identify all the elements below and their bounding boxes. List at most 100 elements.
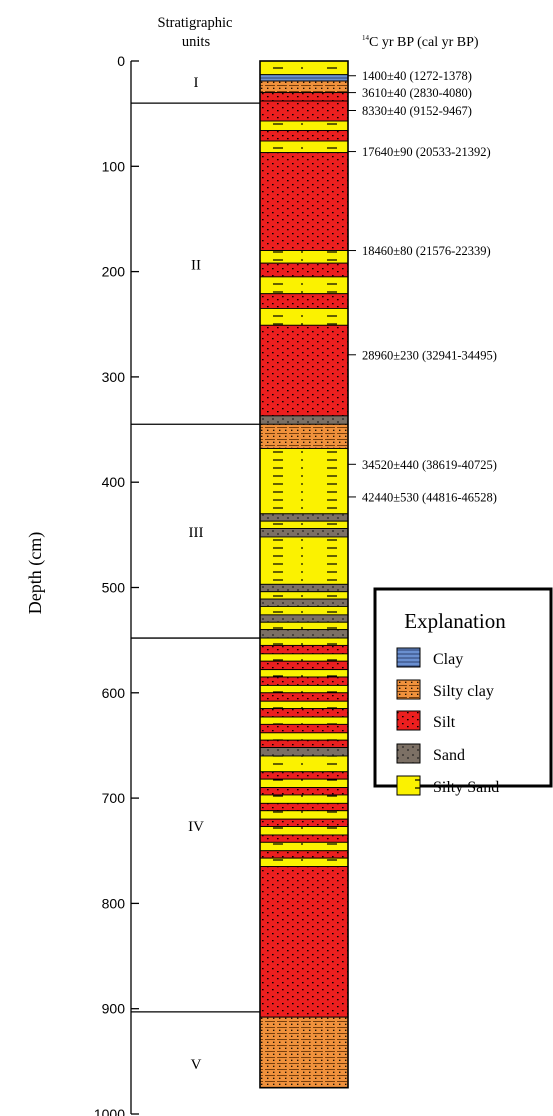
layer-silty-sand [259, 606, 349, 616]
layer-sand [259, 747, 349, 757]
layer-silty-sand [259, 250, 349, 264]
date-label: 8330±40 (9152-9467) [362, 104, 472, 118]
column-outline [259, 60, 349, 1089]
unit-label: IV [188, 819, 204, 835]
date-label: 3610±40 (2830-4080) [362, 86, 472, 100]
legend-item-label: Sand [433, 747, 465, 764]
layer-silt [259, 834, 349, 843]
date-label: 18460±80 (21576-22339) [362, 244, 491, 258]
depth-tick-label: 400 [102, 474, 126, 490]
layer-silt [259, 850, 349, 859]
depth-tick-label: 900 [102, 1001, 126, 1017]
layer-silt [259, 130, 349, 142]
layer-silty-clay [259, 1016, 349, 1089]
layer-silt [259, 692, 349, 702]
layer-silty-sand [259, 716, 349, 725]
layer-silty-sand [259, 140, 349, 154]
legend-swatch-silty-clay [396, 679, 421, 700]
layer-silt [259, 262, 349, 278]
legend-swatch-clay [396, 647, 421, 668]
layer-silty-sand [259, 448, 349, 515]
layer-silty-clay [259, 423, 349, 449]
date-label: 28960±230 (32941-34495) [362, 348, 497, 362]
layer-sand [259, 415, 349, 425]
units-title-line2: units [182, 34, 211, 50]
legend-swatch-sand [396, 743, 421, 764]
layer-silty-sand [259, 120, 349, 131]
layer-silty-sand [259, 826, 349, 836]
unit-label: II [191, 258, 201, 274]
depth-tick-label: 700 [102, 790, 126, 806]
legend-item-label: Clay [433, 651, 463, 668]
layer-silt [259, 739, 349, 749]
layer-sand [259, 583, 349, 593]
depth-tick-label: 200 [102, 264, 126, 280]
layer-silt [259, 676, 349, 686]
date-label: 42440±530 (44816-46528) [362, 490, 497, 504]
layer-silt [259, 644, 349, 655]
layer-clay [259, 74, 349, 82]
legend: Explanation Clay Silty clay Silt Sand Silty S… [373, 587, 553, 796]
depth-axis: 0 100 200 300 400 500 600 700 800 900 1000 [94, 53, 139, 1116]
layer-silty-sand [259, 732, 349, 741]
layer-silty-sand [259, 536, 349, 585]
layer-silt [259, 152, 349, 251]
date-label: 1400±40 (1272-1378) [362, 69, 472, 83]
layer-silty-sand [259, 591, 349, 600]
depth-tick-label: 600 [102, 685, 126, 701]
layer-sand [259, 528, 349, 538]
layer-silty-sand [259, 308, 349, 326]
layer-silt [259, 723, 349, 734]
date-label: 17640±90 (20533-21392) [362, 145, 491, 159]
layer-silt [259, 92, 349, 102]
legend-swatch-silt [396, 710, 421, 731]
layer-silty-sand [259, 857, 349, 867]
c14-superscript: 14 [362, 34, 370, 42]
layer-sand [259, 614, 349, 623]
date-label: 34520±440 (38619-40725) [362, 458, 497, 472]
layer-silty-sand [259, 637, 349, 646]
layer-sand [259, 598, 349, 607]
units-title-line1: Stratigraphic [158, 15, 233, 31]
depth-tick-label: 1000 [94, 1106, 125, 1116]
layer-silt [259, 866, 349, 1018]
layer-silty-sand [259, 684, 349, 694]
layer-silty-sand [259, 621, 349, 631]
layer-silty-clay [259, 80, 349, 94]
layer-silt [259, 324, 349, 417]
layer-silt [259, 660, 349, 671]
depth-tick-label: 800 [102, 895, 126, 911]
unit-label: III [189, 525, 204, 541]
layer-silt [259, 100, 349, 122]
layer-sand [259, 629, 349, 639]
legend-item-label: Silty Sand [433, 779, 499, 796]
depth-tick-label: 500 [102, 580, 126, 596]
layer-silty-sand [259, 778, 349, 789]
layer-silty-sand [259, 60, 349, 76]
layer-silt [259, 787, 349, 796]
legend-title: Explanation [404, 609, 506, 633]
unit-label: I [194, 75, 199, 91]
depth-tick-label: 300 [102, 369, 126, 385]
depth-tick-label: 100 [102, 158, 126, 174]
layer-silt [259, 771, 349, 780]
layer-silty-sand [259, 810, 349, 820]
c14-title: C yr BP (cal yr BP) [369, 35, 479, 50]
legend-item-label: Silty clay [433, 683, 494, 700]
layer-silty-sand [259, 794, 349, 804]
layer-silt [259, 708, 349, 718]
layer-silt [259, 293, 349, 309]
legend-swatch-silty-sand [396, 775, 421, 796]
layer-silty-sand [259, 841, 349, 852]
layer-silty-sand [259, 520, 349, 529]
layer-silty-sand [259, 276, 349, 295]
layer-silty-sand [259, 700, 349, 710]
unit-label: V [191, 1057, 202, 1073]
layer-silty-sand [259, 653, 349, 662]
layer-silt [259, 818, 349, 827]
layer-silt [259, 802, 349, 812]
layer-silty-sand [259, 669, 349, 678]
layer-silty-sand [259, 755, 349, 773]
